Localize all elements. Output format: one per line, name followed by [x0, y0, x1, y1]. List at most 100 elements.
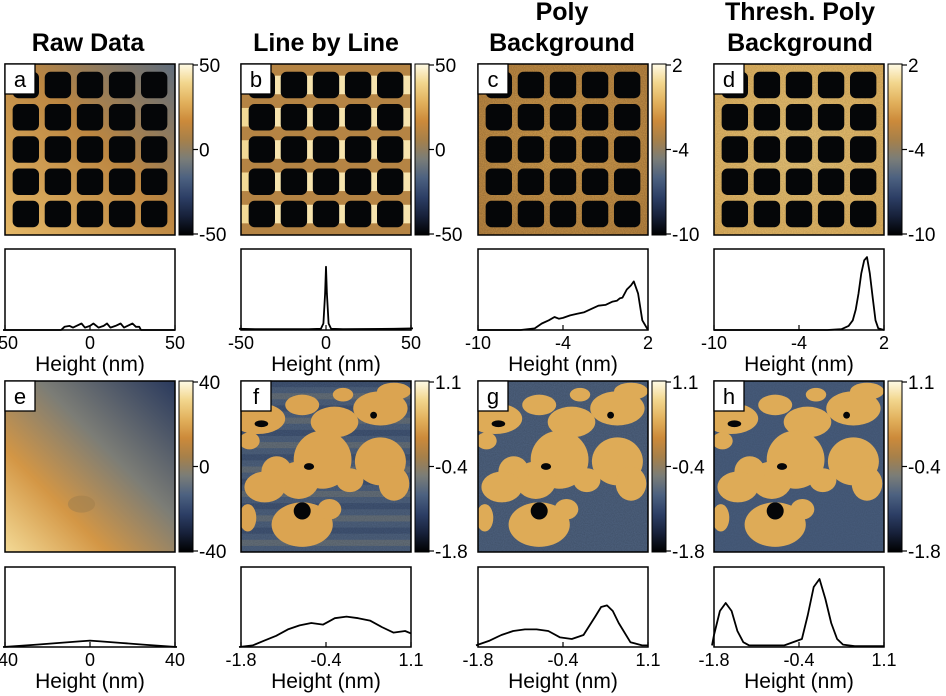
pit [485, 103, 512, 131]
pit [721, 168, 748, 196]
pit [141, 103, 168, 131]
image-frame [477, 380, 649, 553]
panel-label-box [713, 63, 745, 95]
colorbar-tick-label: 0 [199, 458, 210, 479]
pit [377, 136, 404, 163]
panel-label-box [713, 380, 745, 412]
dark-defect [491, 420, 506, 428]
bright-streak [241, 204, 251, 224]
colorbar-f: 1.1 -0.4 -1.8 [414, 373, 468, 563]
x-axis-label: Height (nm) [744, 670, 854, 693]
image-panel-c: c [477, 63, 649, 236]
colorbar-tick-label: -4 [672, 141, 689, 162]
pit [377, 103, 404, 131]
island-domain [310, 406, 359, 438]
dark-defect [540, 463, 552, 470]
panel-label: e [14, 384, 26, 409]
colorbar-bar [178, 63, 194, 236]
image-frame [240, 380, 412, 553]
pit [581, 168, 609, 196]
panel-label: a [14, 67, 27, 92]
colorbar-bar [414, 380, 430, 553]
histogram-hist-a: -50 0 50 Height (nm) [0, 248, 185, 376]
pit [817, 71, 845, 99]
x-tick-label: 50 [165, 333, 185, 353]
image-frame [477, 63, 649, 236]
pit [377, 71, 404, 99]
pit [344, 71, 372, 99]
island-domain [744, 502, 806, 547]
histogram-frame [240, 566, 412, 648]
panel-label: h [723, 384, 735, 409]
histogram-frame [713, 248, 885, 331]
histogram-line [3, 322, 175, 331]
histogram-line [238, 265, 414, 331]
colorbar-tick-label: -4 [908, 141, 925, 162]
colorbar-bar [651, 63, 667, 236]
pit [785, 200, 813, 228]
panel-label: f [253, 384, 260, 409]
island-domain [271, 502, 333, 547]
pit [753, 136, 781, 163]
dark-defect [776, 463, 788, 470]
image-content [241, 64, 411, 235]
pit [44, 168, 72, 196]
x-tick-label: -4 [555, 333, 571, 353]
pit [141, 136, 168, 163]
image-content [241, 381, 411, 552]
panel-label-box [4, 63, 36, 95]
x-axis-label: Height (nm) [271, 353, 381, 376]
colorbar-tick-label: -1.8 [435, 542, 468, 563]
bright-streak [400, 75, 411, 95]
x-tick-label: -50 [228, 333, 254, 353]
pit [485, 200, 512, 228]
pit [721, 103, 748, 131]
pit [614, 200, 641, 228]
pit [44, 200, 72, 228]
pit [44, 71, 72, 99]
pit [312, 71, 340, 99]
colorbar-tick-label: 0 [435, 141, 446, 162]
image-frame [240, 63, 412, 236]
pit [248, 136, 275, 163]
x-tick-label: 50 [401, 333, 421, 353]
colorbar-tick-label: -0.4 [672, 458, 705, 479]
image-panel-e: e [4, 380, 176, 553]
island-domain [714, 432, 733, 450]
pit [44, 103, 72, 131]
island-domain [353, 391, 408, 426]
pit [581, 200, 609, 228]
colorbar-h: 1.1 -0.4 -1.8 [887, 373, 941, 563]
island-domain [758, 394, 793, 416]
histogram-hist-d: -10 -4 2 Height (nm) [701, 248, 889, 376]
pit [614, 103, 641, 131]
image-frame [713, 63, 885, 236]
pit [248, 200, 275, 228]
x-tick-label: 0 [85, 333, 95, 353]
column-title: Line by Line [253, 29, 399, 57]
colorbar-a: 50 0 -50 [178, 56, 226, 246]
pit [517, 200, 545, 228]
colorbar-tick-label: 40 [199, 373, 220, 394]
pit [753, 71, 781, 99]
histogram-frame [4, 566, 176, 648]
pit [280, 168, 308, 196]
pit [76, 71, 104, 99]
island-domain [615, 466, 647, 501]
x-tick-label: 0 [321, 333, 331, 353]
dark-defect [530, 502, 548, 520]
pit [312, 136, 340, 163]
pit [785, 136, 813, 163]
pit [850, 103, 877, 131]
island-domain [717, 471, 759, 503]
pit [344, 168, 372, 196]
island-domain [478, 432, 497, 450]
panel-label: g [487, 384, 499, 409]
x-tick-label: -10 [465, 333, 491, 353]
histogram-hist-c: -10 -4 2 Height (nm) [465, 248, 653, 376]
pit [549, 103, 577, 131]
colorbar-bar [651, 380, 667, 553]
pit [280, 71, 308, 99]
island-domain [714, 504, 730, 532]
